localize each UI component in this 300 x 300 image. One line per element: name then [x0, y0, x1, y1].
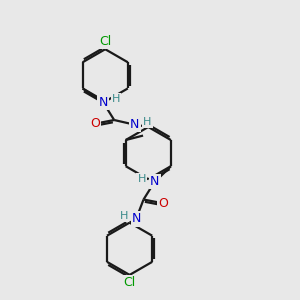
Text: Cl: Cl — [99, 35, 111, 48]
Text: O: O — [158, 197, 168, 210]
Text: Cl: Cl — [124, 276, 136, 290]
Text: N: N — [150, 175, 159, 188]
Text: N: N — [98, 96, 108, 109]
Text: H: H — [143, 116, 152, 127]
Text: H: H — [138, 174, 146, 184]
Text: N: N — [132, 212, 141, 225]
Text: H: H — [112, 94, 120, 104]
Text: O: O — [90, 117, 100, 130]
Text: H: H — [119, 211, 128, 221]
Text: N: N — [130, 118, 139, 131]
